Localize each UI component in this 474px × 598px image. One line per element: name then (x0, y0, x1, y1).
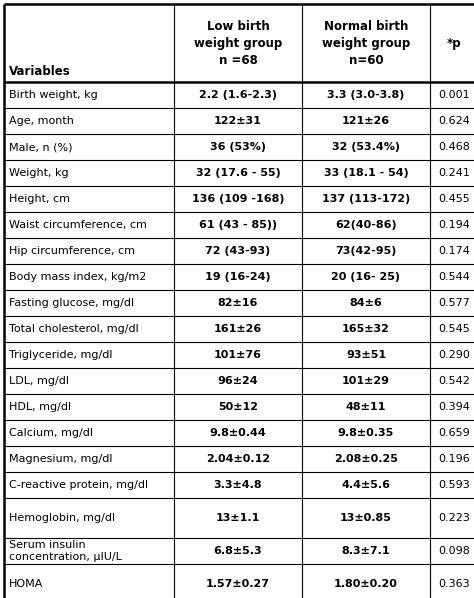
Text: 19 (16-24): 19 (16-24) (205, 272, 271, 282)
Text: LDL, mg/dl: LDL, mg/dl (9, 376, 69, 386)
Text: 0.468: 0.468 (438, 142, 470, 152)
Text: HDL, mg/dl: HDL, mg/dl (9, 402, 71, 412)
Text: Low birth
weight group
n =68: Low birth weight group n =68 (194, 20, 282, 66)
Text: 0.545: 0.545 (438, 324, 470, 334)
Text: 0.577: 0.577 (438, 298, 470, 308)
Text: 2.08±0.25: 2.08±0.25 (334, 454, 398, 464)
Text: 48±11: 48±11 (346, 402, 386, 412)
Text: 1.57±0.27: 1.57±0.27 (206, 579, 270, 589)
Text: 161±26: 161±26 (214, 324, 262, 334)
Text: 4.4±5.6: 4.4±5.6 (341, 480, 391, 490)
Text: 36 (53%): 36 (53%) (210, 142, 266, 152)
Text: 121±26: 121±26 (342, 116, 390, 126)
Text: 84±6: 84±6 (350, 298, 383, 308)
Text: Body mass index, kg/m2: Body mass index, kg/m2 (9, 272, 146, 282)
Text: Height, cm: Height, cm (9, 194, 70, 204)
Text: 0.455: 0.455 (438, 194, 470, 204)
Text: 3.3 (3.0-3.8): 3.3 (3.0-3.8) (328, 90, 405, 100)
Text: 62(40-86): 62(40-86) (335, 220, 397, 230)
Text: 96±24: 96±24 (218, 376, 258, 386)
Text: Waist circumference, cm: Waist circumference, cm (9, 220, 147, 230)
Text: Fasting glucose, mg/dl: Fasting glucose, mg/dl (9, 298, 134, 308)
Text: 32 (53.4%): 32 (53.4%) (332, 142, 400, 152)
Text: *p: *p (447, 36, 461, 50)
Text: 8.3±7.1: 8.3±7.1 (342, 546, 390, 556)
Text: 2.04±0.12: 2.04±0.12 (206, 454, 270, 464)
Text: Triglyceride, mg/dl: Triglyceride, mg/dl (9, 350, 112, 360)
Text: 20 (16- 25): 20 (16- 25) (331, 272, 401, 282)
Text: 3.3±4.8: 3.3±4.8 (214, 480, 262, 490)
Text: 0.624: 0.624 (438, 116, 470, 126)
Text: Age, month: Age, month (9, 116, 74, 126)
Text: 0.196: 0.196 (438, 454, 470, 464)
Text: 101±76: 101±76 (214, 350, 262, 360)
Text: 50±12: 50±12 (218, 402, 258, 412)
Text: 0.363: 0.363 (438, 579, 470, 589)
Text: 0.194: 0.194 (438, 220, 470, 230)
Text: 1.80±0.20: 1.80±0.20 (334, 579, 398, 589)
Text: Total cholesterol, mg/dl: Total cholesterol, mg/dl (9, 324, 139, 334)
Text: 32 (17.6 - 55): 32 (17.6 - 55) (196, 168, 281, 178)
Text: 0.659: 0.659 (438, 428, 470, 438)
Text: 0.593: 0.593 (438, 480, 470, 490)
Text: Normal birth
weight group
n=60: Normal birth weight group n=60 (322, 20, 410, 66)
Text: Serum insulin
concentration, μIU/L: Serum insulin concentration, μIU/L (9, 540, 122, 562)
Text: Variables: Variables (9, 65, 71, 78)
Text: 0.241: 0.241 (438, 168, 470, 178)
Text: 0.290: 0.290 (438, 350, 470, 360)
Text: 13±0.85: 13±0.85 (340, 513, 392, 523)
Text: 137 (113-172): 137 (113-172) (322, 194, 410, 204)
Text: 2.2 (1.6-2.3): 2.2 (1.6-2.3) (199, 90, 277, 100)
Text: 9.8±0.35: 9.8±0.35 (338, 428, 394, 438)
Text: Calcium, mg/dl: Calcium, mg/dl (9, 428, 93, 438)
Text: 0.001: 0.001 (438, 90, 470, 100)
Text: 93±51: 93±51 (346, 350, 386, 360)
Text: 122±31: 122±31 (214, 116, 262, 126)
Text: C-reactive protein, mg/dl: C-reactive protein, mg/dl (9, 480, 148, 490)
Text: 165±32: 165±32 (342, 324, 390, 334)
Text: Magnesium, mg/dl: Magnesium, mg/dl (9, 454, 112, 464)
Text: 72 (43-93): 72 (43-93) (205, 246, 271, 256)
Text: 0.174: 0.174 (438, 246, 470, 256)
Text: Birth weight, kg: Birth weight, kg (9, 90, 98, 100)
Text: 6.8±5.3: 6.8±5.3 (214, 546, 262, 556)
Text: 101±29: 101±29 (342, 376, 390, 386)
Text: 0.544: 0.544 (438, 272, 470, 282)
Text: 9.8±0.44: 9.8±0.44 (210, 428, 266, 438)
Text: 33 (18.1 - 54): 33 (18.1 - 54) (324, 168, 409, 178)
Text: 0.098: 0.098 (438, 546, 470, 556)
Text: Hemoglobin, mg/dl: Hemoglobin, mg/dl (9, 513, 115, 523)
Text: 61 (43 - 85)): 61 (43 - 85)) (199, 220, 277, 230)
Text: Weight, kg: Weight, kg (9, 168, 69, 178)
Text: HOMA: HOMA (9, 579, 44, 589)
Text: 0.542: 0.542 (438, 376, 470, 386)
Text: 0.223: 0.223 (438, 513, 470, 523)
Text: 136 (109 -168): 136 (109 -168) (192, 194, 284, 204)
Text: Hip circumference, cm: Hip circumference, cm (9, 246, 135, 256)
Text: 0.394: 0.394 (438, 402, 470, 412)
Text: 73(42-95): 73(42-95) (335, 246, 397, 256)
Text: 82±16: 82±16 (218, 298, 258, 308)
Text: 13±1.1: 13±1.1 (216, 513, 260, 523)
Text: Male, n (%): Male, n (%) (9, 142, 73, 152)
